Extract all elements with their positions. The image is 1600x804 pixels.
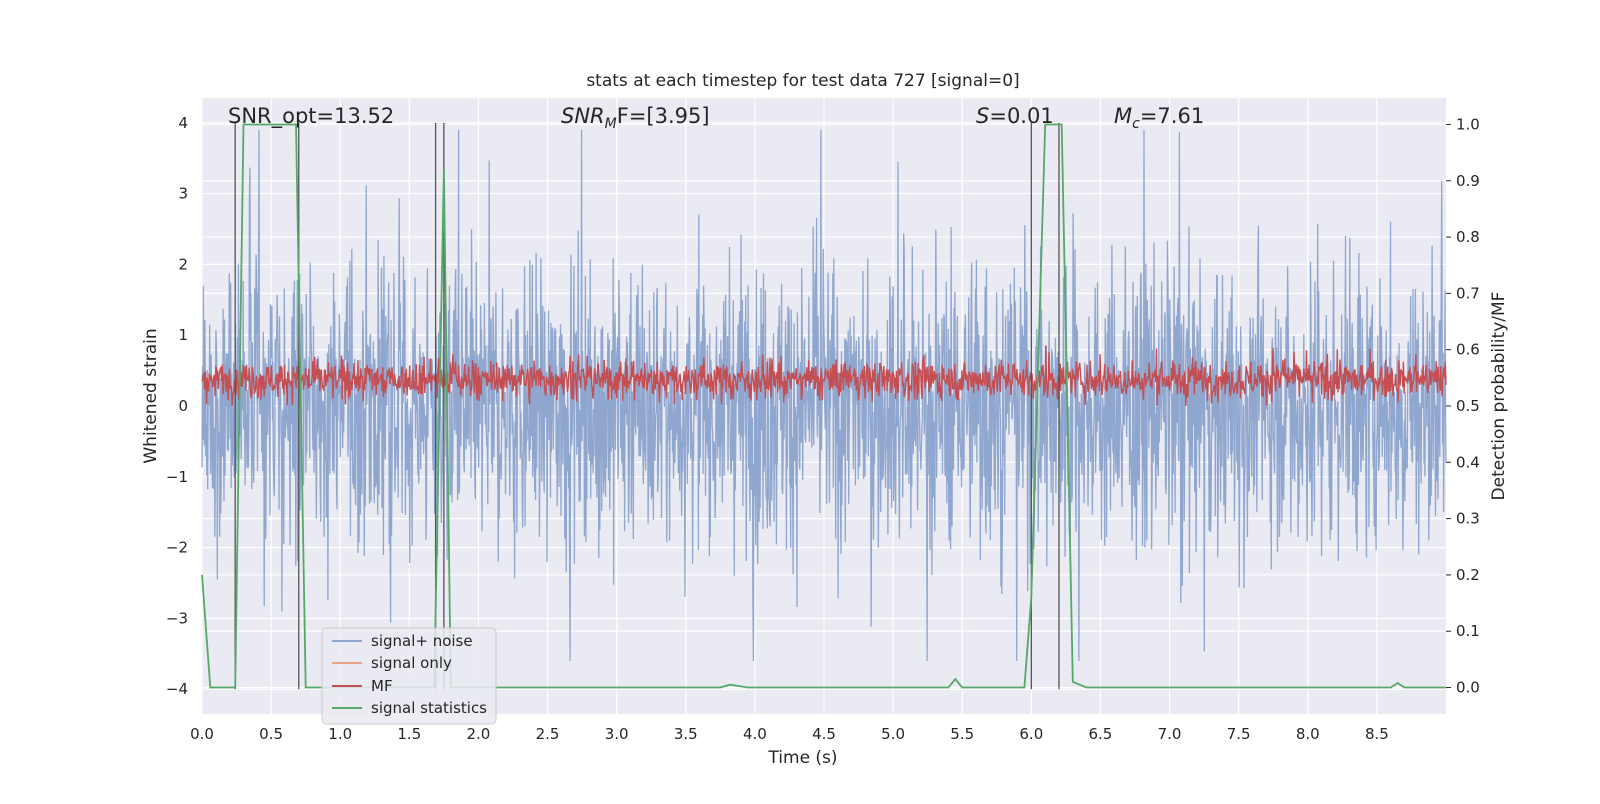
x-tick-label: 4.5	[812, 725, 836, 743]
x-tick-label: 7.5	[1227, 725, 1251, 743]
snr-mf-tail: F=[3.95]	[617, 104, 710, 128]
x-tick-label: 1.5	[397, 725, 421, 743]
mc-label: M	[1114, 104, 1132, 128]
legend: signal+ noise signal only MF signal stat…	[321, 627, 497, 725]
snr-mf-sub: M	[605, 116, 617, 132]
y-right-tick-label: 0.5	[1456, 397, 1480, 415]
legend-label-signal-only: signal only	[371, 654, 452, 672]
y-right-tick-label: 0.4	[1456, 453, 1480, 471]
y-axis-label: Whitened strain	[141, 328, 161, 463]
y-tick-label: −4	[166, 680, 188, 698]
legend-frame	[321, 627, 497, 725]
x-tick-label: 3.5	[674, 725, 698, 743]
y-tick-label: 2	[178, 255, 188, 273]
y-tick-label: 0	[178, 397, 188, 415]
y-right-tick-label: 1.0	[1456, 115, 1480, 133]
x-tick-label: 1.0	[328, 725, 352, 743]
x-tick-label: 8.0	[1296, 725, 1320, 743]
annotation-mc: Mc=7.61	[1114, 104, 1204, 132]
annotation-snr-mf: SNRMF=[3.95]	[561, 104, 710, 132]
y-right-tick-label: 0.6	[1456, 341, 1480, 359]
x-tick-label: 0.5	[259, 725, 283, 743]
x-tick-label: 8.5	[1365, 725, 1389, 743]
annotation-s: S=0.01	[976, 104, 1054, 128]
y-right-tick-label: 0.3	[1456, 510, 1480, 528]
y-tick-label: −3	[166, 609, 188, 627]
y-right-tick-label: 0.1	[1456, 622, 1480, 640]
series-mf	[201, 345, 1447, 407]
y-right-tick-label: 0.7	[1456, 284, 1480, 302]
y-tick-label: 1	[178, 326, 188, 344]
legend-label-mf: MF	[371, 677, 393, 695]
y-right-tick-label: 0.8	[1456, 228, 1480, 246]
y-right-tick-label: 0.0	[1456, 679, 1480, 697]
x-tick-label: 6.0	[1019, 725, 1043, 743]
x-tick-label: 2.5	[536, 725, 560, 743]
mc-value: =7.61	[1140, 104, 1204, 128]
y-tick-label: −1	[166, 468, 188, 486]
y-right-tick-label: 0.2	[1456, 566, 1480, 584]
x-tick-label: 0.0	[190, 725, 214, 743]
x-tick-label: 6.5	[1089, 725, 1113, 743]
y-right-tick-label: 0.9	[1456, 172, 1480, 190]
s-label: S	[976, 104, 989, 128]
x-tick-label: 4.0	[743, 725, 767, 743]
legend-label-signal-noise: signal+ noise	[371, 632, 473, 650]
x-tick-label: 3.0	[605, 725, 629, 743]
x-tick-label: 2.0	[467, 725, 491, 743]
series-signal-statistics	[201, 123, 1446, 689]
annotation-snr-opt: SNR_opt=13.52	[228, 104, 394, 129]
snr-mf-label: SNR	[561, 104, 605, 128]
x-tick-label: 5.0	[881, 725, 905, 743]
y-tick-label: −2	[166, 539, 188, 557]
s-value: =0.01	[989, 104, 1053, 128]
y-axis-label-right: Detection probability/MF	[1489, 292, 1509, 501]
x-tick-label: 5.5	[950, 725, 974, 743]
x-axis-label: Time (s)	[767, 748, 837, 768]
chart-title: stats at each timestep for test data 727…	[586, 71, 1019, 91]
mc-sub: c	[1132, 116, 1140, 132]
series-signal-noise	[201, 129, 1447, 661]
y-tick-label: 3	[178, 185, 188, 203]
y-tick-label: 4	[178, 114, 188, 132]
x-tick-label: 7.0	[1158, 725, 1182, 743]
legend-label-signal-statistics: signal statistics	[371, 699, 487, 717]
